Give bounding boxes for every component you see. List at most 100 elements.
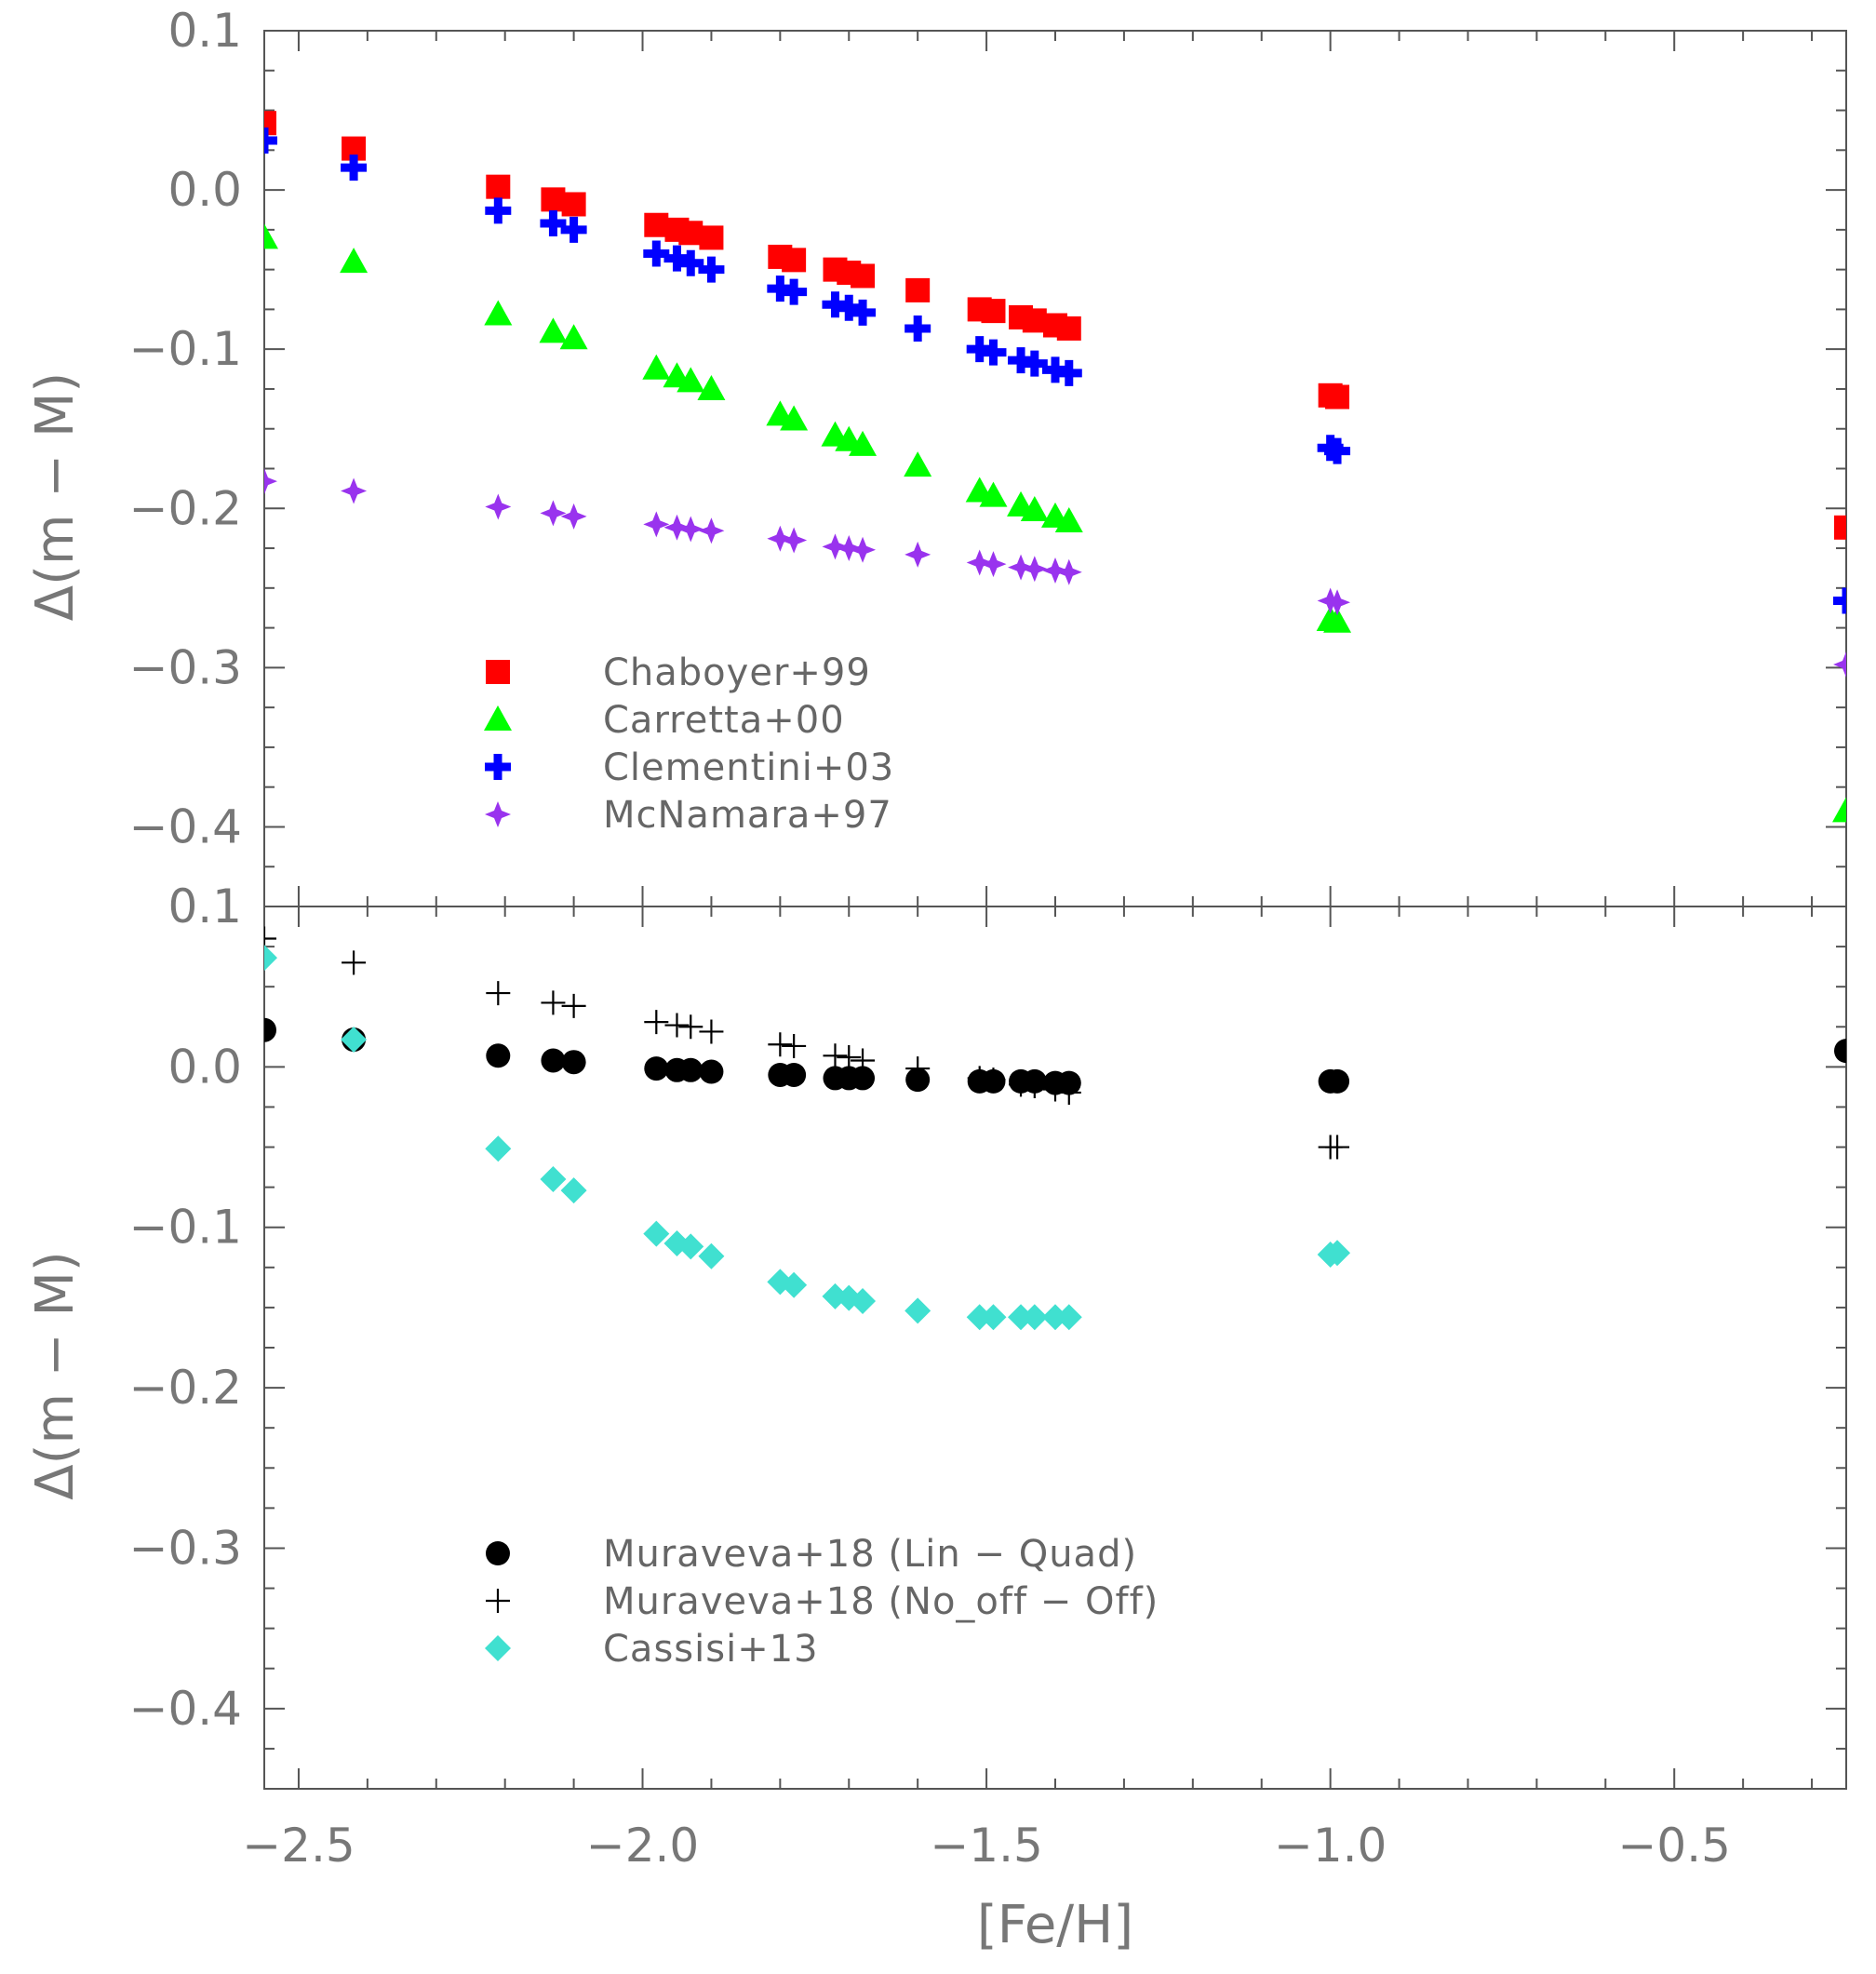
y-tick-label: 0.0 xyxy=(168,1040,242,1094)
data-point xyxy=(980,339,1007,366)
series-plus xyxy=(264,926,1350,1160)
data-point xyxy=(823,1043,848,1068)
data-point xyxy=(1833,651,1846,678)
data-point xyxy=(1020,495,1049,521)
legend-label: Cassisi+13 xyxy=(603,1628,819,1671)
data-point xyxy=(782,248,807,273)
data-point xyxy=(1325,1068,1350,1094)
legend-label: Carretta+00 xyxy=(603,699,845,742)
x-tick-label: −1.0 xyxy=(1274,1819,1387,1873)
data-point xyxy=(767,275,794,302)
series-triangle xyxy=(264,223,1846,823)
data-point xyxy=(677,516,704,543)
legend-marker xyxy=(484,705,512,731)
legend-marker xyxy=(486,660,510,684)
series-cross xyxy=(264,128,1846,614)
data-point xyxy=(904,1297,931,1324)
data-point xyxy=(341,154,368,181)
data-point xyxy=(1009,1072,1034,1097)
data-point xyxy=(1324,1240,1351,1267)
data-point xyxy=(644,1056,669,1081)
data-point xyxy=(1324,437,1351,464)
data-point xyxy=(822,533,849,560)
data-point xyxy=(1022,1074,1047,1099)
data-point xyxy=(697,374,726,400)
data-point xyxy=(1008,554,1035,581)
bottom-y-axis-title: Δ(m − M) xyxy=(25,1251,86,1499)
data-point xyxy=(1834,515,1846,540)
data-point xyxy=(698,1242,725,1269)
y-tick-label: −0.4 xyxy=(129,799,242,853)
data-point xyxy=(781,527,808,554)
data-point xyxy=(264,468,277,495)
data-point xyxy=(699,225,724,250)
legend-marker xyxy=(485,801,511,827)
x-tick-label: −0.5 xyxy=(1618,1819,1731,1873)
data-point xyxy=(1832,797,1846,823)
data-point xyxy=(1055,558,1082,585)
x-axis-title: [Fe/H] xyxy=(977,1895,1133,1955)
y-tick-label: −0.3 xyxy=(129,1521,242,1575)
data-point xyxy=(850,299,877,326)
data-point xyxy=(1833,587,1846,614)
y-tick-label: 0.1 xyxy=(168,4,242,58)
data-point xyxy=(1055,359,1082,386)
y-tick-label: −0.3 xyxy=(129,640,242,694)
data-point xyxy=(1008,1304,1035,1331)
data-point xyxy=(677,367,705,393)
data-point xyxy=(1043,1077,1067,1102)
data-point xyxy=(781,278,808,305)
y-tick-label: 0.1 xyxy=(168,880,242,933)
data-point xyxy=(981,1068,1006,1093)
data-point xyxy=(782,1033,807,1058)
data-point xyxy=(849,430,878,456)
data-point xyxy=(541,990,566,1015)
data-point xyxy=(822,291,849,318)
legend-label: Muraveva+18 (Lin − Quad) xyxy=(603,1533,1137,1576)
data-point xyxy=(904,451,932,477)
data-point xyxy=(485,1135,512,1162)
data-point xyxy=(980,1304,1007,1331)
data-point xyxy=(644,212,669,237)
data-point xyxy=(560,1177,587,1204)
legend-marker xyxy=(486,1541,510,1565)
data-point xyxy=(698,256,725,283)
y-tick-label: 0.0 xyxy=(168,163,242,217)
data-point xyxy=(904,315,931,342)
data-point xyxy=(1325,384,1350,410)
y-tick-label: −0.2 xyxy=(129,1361,242,1415)
data-point xyxy=(837,1045,862,1070)
data-point xyxy=(342,950,367,975)
data-point xyxy=(540,210,567,237)
data-point xyxy=(698,517,725,544)
data-point xyxy=(678,1057,704,1082)
data-point xyxy=(1042,1304,1068,1331)
data-point xyxy=(539,317,568,343)
data-point xyxy=(642,354,671,380)
data-point xyxy=(485,197,512,224)
legend-label: Clementini+03 xyxy=(603,746,894,789)
series-square xyxy=(264,111,1846,540)
data-point xyxy=(905,277,931,302)
data-point xyxy=(264,926,276,951)
y-tick-label: −0.1 xyxy=(129,1201,242,1255)
bottom-panel: 0.1 0.0 −0.1 −0.2 −0.3 −0.4 −2.5 −2.0 −1.5 −1.0 −0… xyxy=(25,880,1847,1955)
data-point xyxy=(836,294,863,321)
data-point xyxy=(677,249,704,276)
data-point xyxy=(1042,557,1068,584)
data-point xyxy=(559,324,588,350)
data-point xyxy=(851,263,876,289)
data-point xyxy=(561,1050,586,1075)
data-point xyxy=(966,1304,993,1331)
data-point xyxy=(264,128,277,154)
data-point xyxy=(678,221,704,246)
legend-label: McNamara+97 xyxy=(603,794,892,837)
data-point xyxy=(561,192,586,217)
data-point xyxy=(560,503,587,530)
y-tick-label: −0.4 xyxy=(129,1682,242,1736)
data-point xyxy=(782,1062,807,1087)
data-point xyxy=(341,1027,368,1054)
data-point xyxy=(1021,350,1048,377)
data-point xyxy=(678,1014,704,1040)
data-point xyxy=(1042,356,1068,383)
